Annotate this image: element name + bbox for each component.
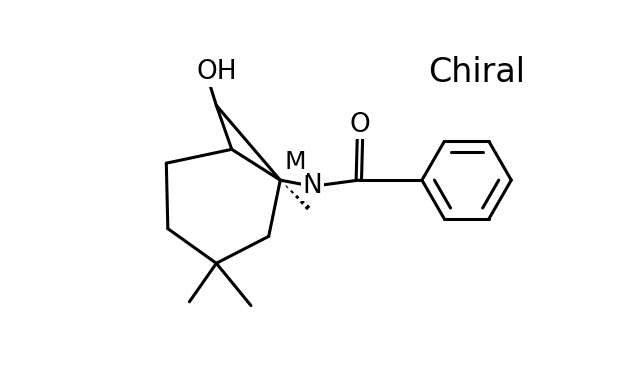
Text: M: M [284,150,306,174]
Text: OH: OH [196,59,237,85]
Text: N: N [303,173,323,199]
Text: O: O [350,112,371,138]
Text: Chiral: Chiral [428,56,525,89]
